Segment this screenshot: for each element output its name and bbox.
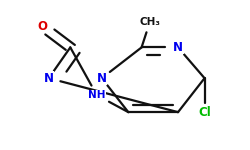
Text: N: N <box>44 72 54 85</box>
Text: N: N <box>97 72 107 85</box>
Text: CH₃: CH₃ <box>139 17 160 27</box>
Text: Cl: Cl <box>198 106 211 119</box>
Text: O: O <box>37 20 47 33</box>
Text: NH: NH <box>88 90 106 100</box>
Text: N: N <box>173 41 183 54</box>
